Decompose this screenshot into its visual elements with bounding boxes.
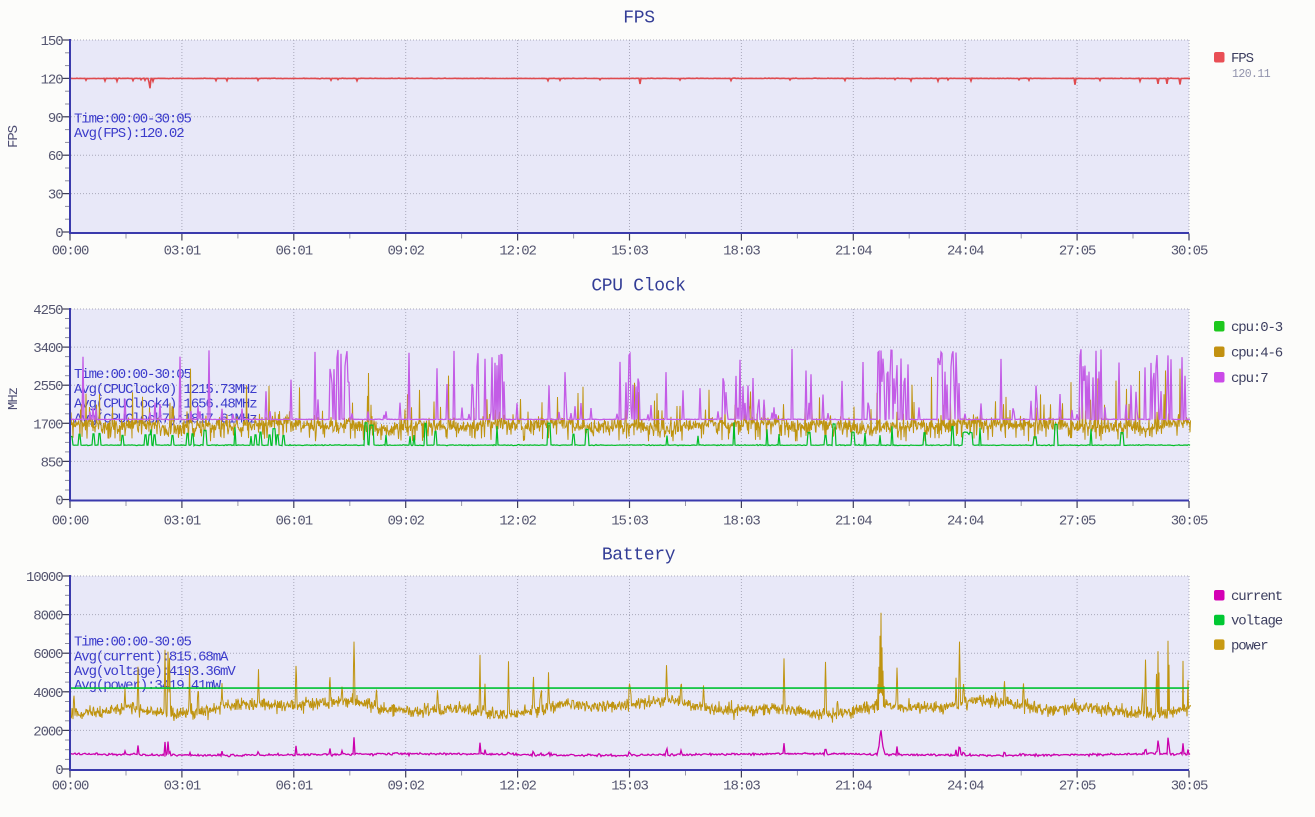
svg-text:FPS: FPS [6, 125, 22, 148]
svg-text:21:04: 21:04 [835, 779, 872, 795]
svg-text:Avg(CPUClock4):1656.48MHz: Avg(CPUClock4):1656.48MHz [74, 397, 257, 413]
svg-text:cpu:4-6: cpu:4-6 [1231, 346, 1283, 362]
svg-text:30:05: 30:05 [1171, 244, 1208, 260]
svg-text:4250: 4250 [33, 303, 63, 319]
svg-text:2000: 2000 [33, 724, 63, 740]
svg-text:27:05: 27:05 [1059, 244, 1096, 260]
svg-text:00:00: 00:00 [52, 779, 89, 795]
svg-text:Battery: Battery [602, 546, 676, 566]
svg-text:03:01: 03:01 [164, 779, 201, 795]
svg-text:90: 90 [48, 111, 63, 127]
svg-text:Time:00:00-30:05: Time:00:00-30:05 [74, 111, 192, 127]
svg-text:09:02: 09:02 [387, 779, 424, 795]
svg-text:06:01: 06:01 [276, 514, 313, 530]
svg-text:0: 0 [55, 494, 63, 510]
svg-text:27:05: 27:05 [1059, 514, 1096, 530]
svg-text:0: 0 [55, 226, 63, 242]
svg-text:Avg(voltage):4193.36mV: Avg(voltage):4193.36mV [74, 664, 236, 680]
svg-text:12:02: 12:02 [499, 514, 536, 530]
svg-text:1700: 1700 [33, 417, 63, 433]
svg-text:60: 60 [48, 149, 63, 165]
svg-text:cpu:0-3: cpu:0-3 [1231, 320, 1283, 336]
svg-text:4000: 4000 [33, 686, 63, 702]
svg-text:24:04: 24:04 [947, 514, 984, 530]
svg-text:current: current [1231, 589, 1282, 605]
svg-text:0: 0 [55, 763, 63, 779]
svg-text:18:03: 18:03 [723, 514, 760, 530]
svg-text:12:02: 12:02 [499, 779, 536, 795]
svg-text:Time:00:00-30:05: Time:00:00-30:05 [74, 367, 192, 383]
svg-text:30:05: 30:05 [1171, 779, 1208, 795]
svg-text:power: power [1231, 638, 1268, 654]
svg-text:24:04: 24:04 [947, 779, 984, 795]
svg-text:CPU Clock: CPU Clock [591, 277, 685, 297]
svg-text:15:03: 15:03 [611, 779, 648, 795]
svg-text:850: 850 [41, 455, 64, 471]
svg-text:18:03: 18:03 [723, 244, 760, 260]
svg-text:09:02: 09:02 [387, 244, 424, 260]
svg-text:12:02: 12:02 [499, 244, 536, 260]
svg-text:120.11: 120.11 [1232, 68, 1271, 81]
svg-text:06:01: 06:01 [276, 779, 313, 795]
svg-text:15:03: 15:03 [611, 514, 648, 530]
svg-text:150: 150 [41, 34, 64, 50]
svg-text:2550: 2550 [33, 379, 63, 395]
svg-text:27:05: 27:05 [1059, 779, 1096, 795]
svg-text:120: 120 [41, 72, 64, 88]
svg-text:Avg(FPS):120.02: Avg(FPS):120.02 [74, 126, 184, 142]
svg-text:00:00: 00:00 [52, 244, 89, 260]
svg-text:30:05: 30:05 [1171, 514, 1208, 530]
svg-text:voltage: voltage [1231, 614, 1283, 630]
svg-text:21:04: 21:04 [835, 514, 872, 530]
svg-text:21:04: 21:04 [835, 244, 872, 260]
svg-text:Avg(current):815.68mA: Avg(current):815.68mA [74, 650, 229, 666]
svg-text:Avg(CPUClock0):1215.73MHz: Avg(CPUClock0):1215.73MHz [74, 382, 257, 398]
svg-text:00:00: 00:00 [52, 514, 89, 530]
svg-text:Time:00:00-30:05: Time:00:00-30:05 [74, 635, 192, 651]
svg-text:30: 30 [48, 188, 63, 204]
svg-text:8000: 8000 [33, 609, 63, 625]
svg-text:06:01: 06:01 [276, 244, 313, 260]
svg-text:3400: 3400 [33, 341, 63, 357]
svg-text:cpu:7: cpu:7 [1231, 371, 1268, 387]
svg-text:09:02: 09:02 [387, 514, 424, 530]
svg-text:15:03: 15:03 [611, 244, 648, 260]
svg-text:6000: 6000 [33, 647, 63, 663]
svg-text:24:04: 24:04 [947, 244, 984, 260]
svg-text:MHz: MHz [6, 387, 22, 410]
svg-text:10000: 10000 [26, 570, 63, 586]
svg-text:18:03: 18:03 [723, 779, 760, 795]
svg-text:FPS: FPS [623, 9, 654, 29]
svg-text:FPS: FPS [1231, 51, 1254, 67]
svg-text:03:01: 03:01 [164, 244, 201, 260]
svg-text:Avg(power):3419.41mW: Avg(power):3419.41mW [74, 678, 222, 694]
svg-text:03:01: 03:01 [164, 514, 201, 530]
